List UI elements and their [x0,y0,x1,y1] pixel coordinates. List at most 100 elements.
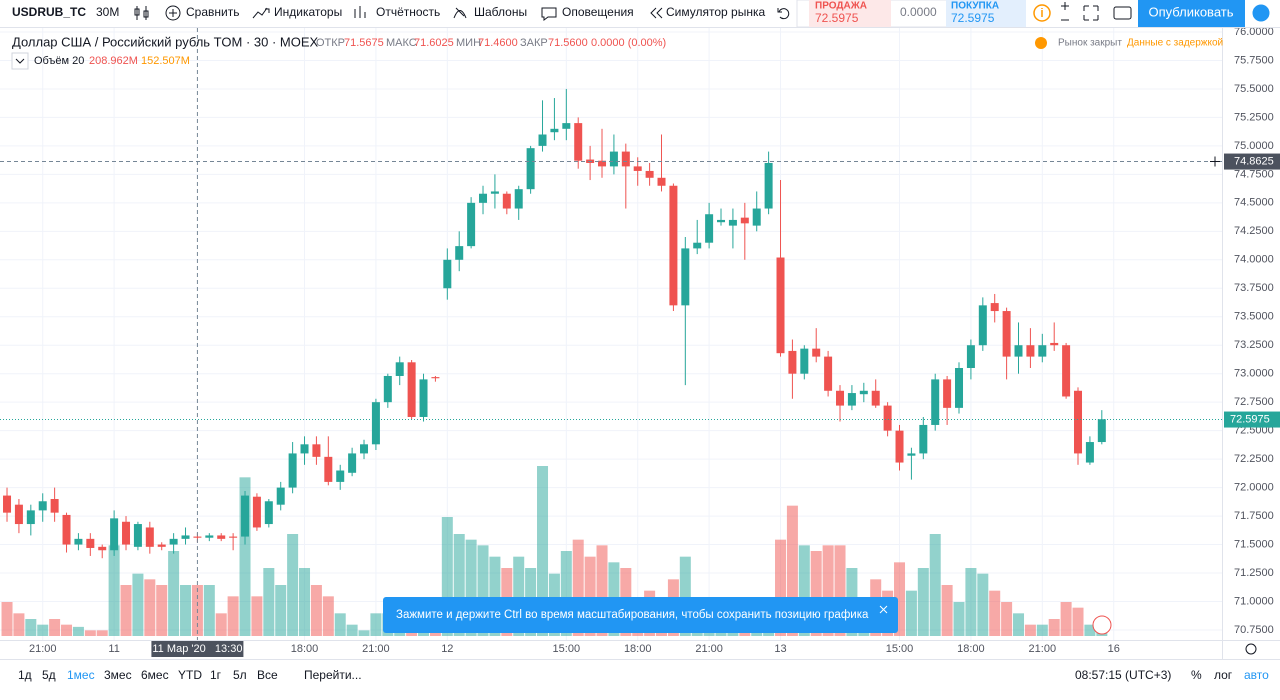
range-button[interactable]: Все [257,668,278,682]
volume-bar [322,596,334,636]
candle-body [455,246,464,260]
volume-ma: 152.507M [141,55,190,67]
crosshair-price-label: 74.8625 [1234,155,1274,167]
toast-close[interactable] [879,605,888,614]
replay[interactable]: Симулятор рынка [666,5,765,19]
volume-bar [1024,624,1036,636]
volume-bar [275,585,287,636]
volume-bar [465,539,477,636]
range-button[interactable]: 1мес [67,668,95,682]
collapse-button[interactable] [11,52,29,70]
candle-body [824,356,833,391]
status-icon [1035,37,1047,49]
candle-body [538,134,547,146]
candle-body [1026,345,1035,357]
volume-bar [1013,613,1025,636]
candle-body [3,495,12,513]
candle-body [312,444,321,457]
volume-bar [941,585,953,636]
y-tick-label: 76.0000 [1234,26,1274,38]
candle-body [1038,345,1047,357]
candle-body [407,362,416,417]
candle-body [38,501,47,511]
candle-body [395,362,404,376]
range-button[interactable]: 3мес [104,668,132,682]
range-button[interactable]: 5д [42,668,56,682]
x-tick-label: 21:00 [695,643,723,655]
y-tick-label: 74.0000 [1234,254,1274,266]
templates[interactable]: Шаблоны [474,5,527,19]
crosshair-plus [1210,156,1220,167]
candle-body [919,424,928,454]
snapshot-icon[interactable] [1113,6,1132,20]
sell-button[interactable] [809,0,891,27]
volume-bar [156,585,168,636]
range-button[interactable]: 1д [18,668,32,682]
financials[interactable]: Отчётность [376,5,440,19]
candle-body [836,390,845,406]
candle-body [978,305,987,346]
volume-bar [120,585,132,636]
market-status: Рынок закрыт [1058,38,1122,49]
candle-body [490,191,499,194]
volume-bar [477,545,489,636]
chevron [15,58,25,64]
volume-bar [584,556,596,636]
goto[interactable]: Перейти... [304,668,362,682]
volume-bar [513,556,525,636]
x-tick-label: 18:00 [624,643,652,655]
log[interactable]: лог [1214,668,1233,682]
play-button[interactable] [1251,3,1271,23]
candle-body [336,470,345,482]
range-button[interactable]: 1г [210,668,222,682]
low-label: МИН [456,37,481,49]
open-value: 71.5675 [344,37,384,49]
bottom-bar [0,659,1280,695]
y-tick-label: 71.0000 [1234,595,1274,607]
candle-body [276,487,285,505]
volume-bar [49,619,61,636]
candle-body [74,538,83,545]
candle-body [193,536,202,538]
interval[interactable]: 30М [96,5,119,19]
volume-bar [346,624,358,636]
candle-body [1097,419,1106,443]
compare[interactable]: Сравнить [186,5,239,19]
volume-bar [251,596,263,636]
x-tick-label: 16 [1108,643,1120,655]
candle-body [443,259,452,289]
symbol[interactable]: USDRUB_TC [12,5,86,19]
volume-bar [894,562,906,636]
low-value: 71.4600 [478,37,518,49]
buy-button[interactable] [946,0,1026,27]
auto[interactable]: авто [1244,668,1269,682]
publish-button[interactable] [1138,0,1245,27]
candle-body [264,501,273,525]
qty-buttons[interactable] [1061,2,1069,21]
range-button[interactable]: 5л [233,668,247,682]
candle-body [383,375,392,403]
volume-bar [1048,619,1060,636]
candle-body [931,379,940,425]
range-button[interactable]: YTD [178,668,202,682]
range-button[interactable]: 6мес [141,668,169,682]
last-price-label: 72.5975 [1230,413,1270,425]
candle-body [252,496,261,528]
volume-bar [929,534,941,636]
candle-body [217,535,226,539]
percent[interactable]: % [1191,668,1202,682]
y-tick-label: 75.7500 [1234,54,1274,66]
indicators[interactable]: Индикаторы [274,5,342,19]
candle-body [752,208,761,226]
fullscreen-icon[interactable] [1083,5,1099,21]
events-icon[interactable] [1092,615,1112,635]
settings-icon[interactable] [1245,643,1257,655]
candle-body [1074,390,1083,454]
candle-body [705,214,714,243]
candle-body [479,193,488,203]
volume-bar [560,551,572,636]
volume-bar [61,624,73,636]
candle-body [609,151,618,167]
y-tick-label: 72.5000 [1234,425,1274,437]
alerts[interactable]: Оповещения [562,5,634,19]
